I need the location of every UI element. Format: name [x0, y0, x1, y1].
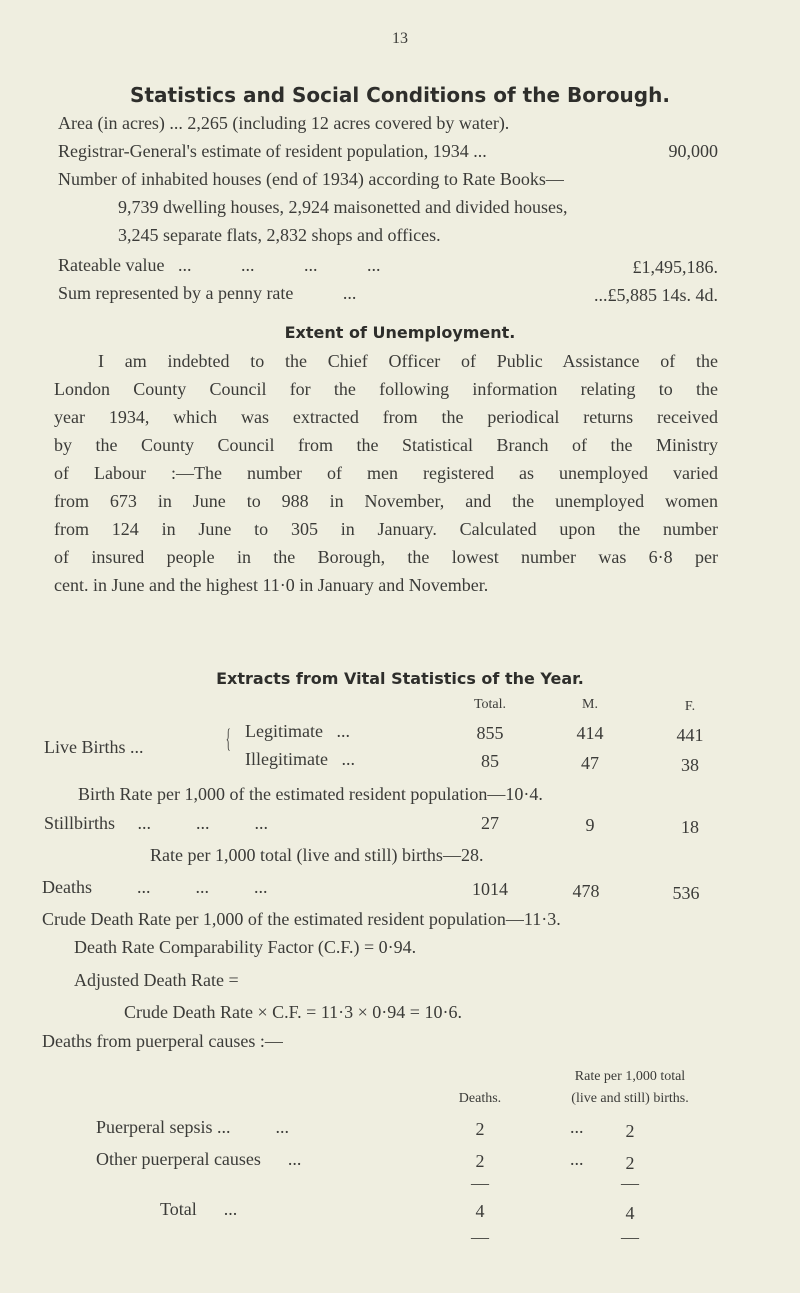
adjusted-death-rate: Adjusted Death Rate =	[74, 970, 239, 990]
row-label: Legitimate ...	[245, 721, 350, 741]
houses-line: 9,739 dwelling houses, 2,924 maisonetted…	[118, 197, 568, 217]
leader-dots: ...	[570, 1117, 584, 1137]
rule: —	[621, 1173, 639, 1193]
birth-rate: Birth Rate per 1,000 of the estimated re…	[78, 784, 543, 804]
column-header-female: F.	[684, 699, 696, 714]
paragraph-line: from 124 in June to 305 in January. Calc…	[54, 519, 718, 539]
cell-total: 85	[481, 751, 499, 771]
vital-heading: Extracts from Vital Statistics of the Ye…	[216, 669, 584, 688]
cell-male: 9	[585, 815, 595, 835]
column-header-rate: Rate per 1,000 total	[574, 1069, 686, 1084]
brace: {	[225, 724, 231, 753]
page-title: Statistics and Social Conditions of the …	[130, 83, 670, 107]
unemployment-heading: Extent of Unemployment.	[284, 323, 516, 342]
stillbirths-label: Stillbirths ... ... ...	[44, 813, 269, 833]
cell-female: 441	[676, 725, 704, 745]
cell-total: 27	[481, 813, 499, 833]
population-label: Registrar-General's estimate of resident…	[58, 141, 487, 161]
houses-line: Number of inhabited houses (end of 1934)…	[58, 169, 564, 189]
leader-dots: ...	[570, 1149, 584, 1169]
cell-male: 478	[572, 881, 600, 901]
population-value: 90,000	[668, 141, 719, 161]
houses-line: 3,245 separate flats, 2,832 shops and of…	[118, 225, 441, 245]
cell-female: 536	[672, 883, 700, 903]
rateable-label: Rateable value ... ... ... ...	[58, 255, 381, 275]
paragraph-line: of insured people in the Borough, the lo…	[54, 547, 718, 567]
row-label: Illegitimate ...	[245, 749, 355, 769]
cell-male: 414	[576, 723, 604, 743]
paragraph-line: I am indebted to the Chief Officer of Pu…	[98, 351, 718, 371]
total-label: Total ...	[160, 1199, 238, 1219]
cell-rate: 2	[625, 1121, 635, 1141]
paragraph-line: year 1934, which was extracted from the …	[54, 407, 718, 427]
cell-female: 38	[681, 755, 699, 775]
rule: —	[471, 1227, 489, 1247]
cell-deaths: 2	[475, 1119, 485, 1139]
page-number: 13	[392, 30, 408, 47]
paragraph-line: London County Council for the following …	[54, 379, 718, 399]
adjusted-formula: Crude Death Rate × C.F. = 11·3 × 0·94 = …	[124, 1002, 462, 1022]
column-header-rate: (live and still) births.	[571, 1091, 689, 1106]
paragraph-line: of Labour :—The number of men registered…	[54, 463, 718, 483]
puerperal-heading: Deaths from puerperal causes :—	[42, 1031, 283, 1051]
crude-death-rate: Crude Death Rate per 1,000 of the estima…	[42, 909, 561, 929]
still-rate: Rate per 1,000 total (live and still) bi…	[150, 845, 484, 865]
live-births-label: Live Births ...	[44, 737, 144, 757]
rule: —	[471, 1173, 489, 1193]
paragraph-line: cent. in June and the highest 11·0 in Ja…	[54, 575, 489, 595]
rule: —	[621, 1227, 639, 1247]
column-header-total: Total.	[473, 697, 507, 712]
comparability-factor: Death Rate Comparability Factor (C.F.) =…	[74, 937, 417, 957]
penny-rate-value: ...£5,885 14s. 4d.	[593, 285, 718, 305]
area-line: Area (in acres) ... 2,265 (including 12 …	[58, 113, 510, 133]
cell-deaths: 4	[475, 1201, 485, 1221]
row-label: Other puerperal causes ...	[96, 1149, 302, 1169]
cell-total: 855	[476, 723, 504, 743]
column-header-male: M.	[582, 697, 598, 712]
cell-rate: 2	[625, 1153, 635, 1173]
column-header-deaths: Deaths.	[458, 1091, 502, 1106]
cell-total: 1014	[472, 879, 508, 899]
cell-deaths: 2	[475, 1151, 485, 1171]
cell-male: 47	[581, 753, 599, 773]
rateable-value: £1,495,186.	[632, 257, 719, 277]
paragraph-line: from 673 in June to 988 in November, and…	[54, 491, 718, 511]
row-label: Puerperal sepsis ... ...	[96, 1117, 289, 1137]
cell-rate: 4	[625, 1203, 635, 1223]
penny-rate-label: Sum represented by a penny rate ...	[58, 283, 357, 303]
deaths-label: Deaths ... ... ...	[42, 877, 268, 897]
cell-female: 18	[681, 817, 699, 837]
paragraph-line: by the County Council from the Statistic…	[54, 435, 718, 455]
